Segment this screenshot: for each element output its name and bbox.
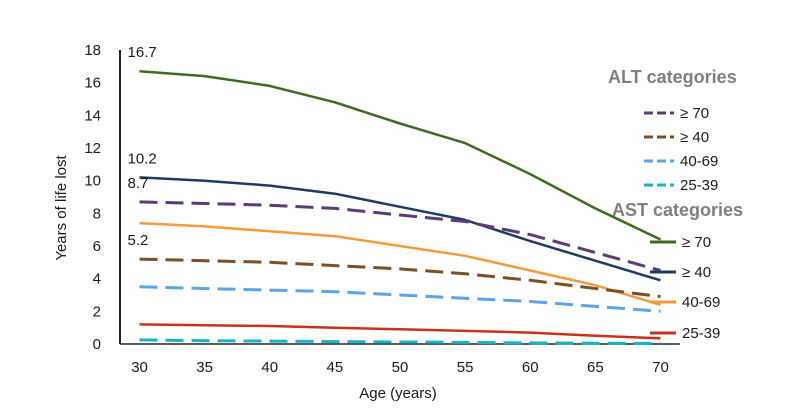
y-tick-labels: 0 2 4 6 8 10 12 14 16 18	[84, 42, 101, 353]
legend-label-ast: ≥ 70	[682, 234, 711, 251]
series-line-ast-0	[139, 69, 662, 241]
series-line-alt-5	[139, 285, 661, 313]
series-line-alt-7	[139, 338, 661, 345]
x-tick-label: 40	[261, 359, 278, 376]
series-line-ast-6	[139, 323, 661, 340]
y-tick-label: 4	[93, 271, 101, 288]
y-axis-title: Years of life lost	[53, 155, 70, 261]
annotation-label: 5.2	[128, 232, 149, 249]
x-tick-label: 70	[652, 359, 669, 376]
x-tick-label: 30	[131, 359, 148, 376]
legend-label-ast: ≥ 40	[682, 264, 711, 281]
x-tick-labels: 30 35 40 45 50 55 60 65 70	[131, 359, 669, 376]
y-tick-label: 0	[93, 336, 101, 353]
x-tick-label: 55	[457, 359, 474, 376]
legend-label-alt: 40-69	[680, 153, 718, 170]
series-line-alt-2	[139, 200, 661, 272]
series-line-ast-3	[139, 221, 661, 306]
legend-label-alt: 25-39	[680, 177, 718, 194]
x-tick-label: 65	[587, 359, 604, 376]
y-tick-label: 6	[93, 238, 101, 255]
annotation-label: 10.2	[128, 150, 157, 167]
y-tick-label: 12	[84, 140, 101, 157]
data-annotations: 16.7 10.2 8.7 5.2	[128, 44, 157, 249]
x-tick-label: 50	[392, 359, 409, 376]
annotation-label: 16.7	[128, 44, 157, 61]
y-tick-label: 18	[84, 42, 101, 59]
y-tick-label: 8	[93, 205, 101, 222]
annotation-label: 8.7	[128, 175, 149, 192]
x-axis-title: Age (years)	[359, 385, 437, 402]
axes	[119, 50, 680, 345]
y-tick-label: 2	[93, 303, 101, 320]
series-line-ast-1	[139, 176, 661, 282]
x-tick-label: 60	[522, 359, 539, 376]
legend-title-alt: ALT categories	[608, 67, 737, 87]
legend-label-alt: ≥ 70	[680, 105, 709, 122]
x-tick-label: 35	[196, 359, 213, 376]
legend-label-ast: 25-39	[682, 325, 720, 342]
legend: ALT categories ≥ 70 ≥ 40 40-69 25-39 AST cate…	[608, 67, 743, 342]
legend-label-alt: ≥ 40	[680, 129, 709, 146]
y-tick-label: 16	[84, 75, 101, 92]
legend-title-ast: AST categories	[612, 200, 743, 220]
legend-label-ast: 40-69	[682, 294, 720, 311]
x-tick-label: 45	[327, 359, 344, 376]
y-tick-label: 14	[84, 107, 101, 124]
series-line-alt-4	[139, 257, 661, 299]
y-tick-label: 10	[84, 173, 101, 190]
series-lines	[139, 69, 662, 345]
